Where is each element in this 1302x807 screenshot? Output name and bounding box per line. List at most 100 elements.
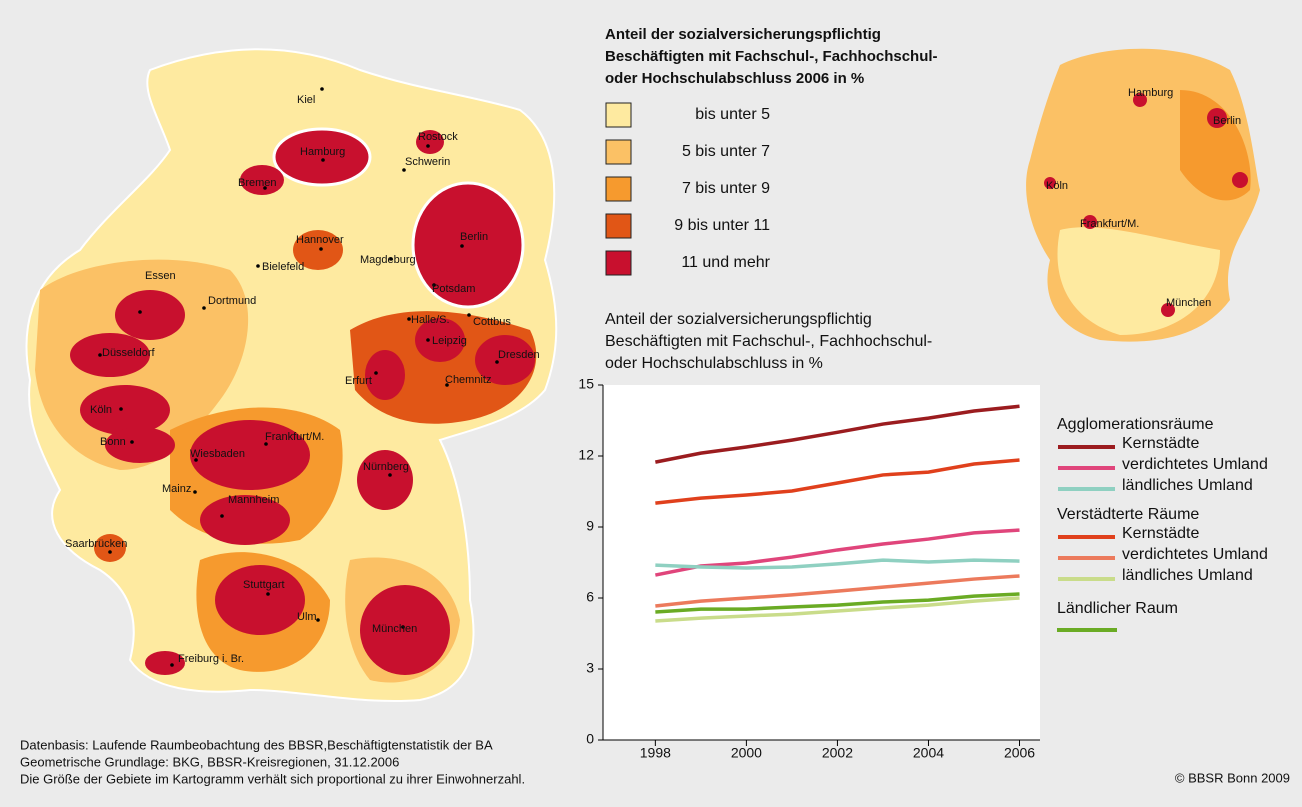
inset-city-label: Frankfurt/M.: [1080, 218, 1139, 230]
x-tick-label: 2006: [1004, 745, 1035, 761]
city-label: München: [372, 623, 417, 635]
city-dot: [388, 473, 392, 477]
source-note: Die Größe der Gebiete im Kartogramm verh…: [20, 771, 525, 786]
legend-swatch: [605, 213, 632, 239]
region: [411, 181, 525, 309]
city-label: Magdeburg: [360, 254, 416, 266]
city-label: Köln: [90, 404, 112, 416]
region: [1232, 172, 1248, 188]
city-label: Hannover: [296, 234, 344, 246]
region: [1180, 90, 1251, 201]
inset-city-label: Köln: [1046, 180, 1068, 192]
source-note: Geometrische Grundlage: BKG, BBSR-Kreisr…: [20, 754, 399, 769]
city-dot: [426, 144, 430, 148]
city-label: Halle/S.: [411, 314, 450, 326]
legend-label: Kernstädte: [1122, 435, 1199, 452]
x-tick-label: 2002: [822, 745, 853, 761]
city-label: Ulm: [297, 611, 317, 623]
legend-label: 5 bis unter 7: [682, 143, 770, 160]
legend-swatch: [605, 102, 632, 128]
city-label: Mainz: [162, 483, 191, 495]
series-line: [655, 528, 1020, 577]
city-dot: [193, 490, 197, 494]
region: [1161, 303, 1175, 317]
city-dot: [220, 514, 224, 518]
region: [293, 230, 343, 270]
city-label: Bonn: [100, 436, 126, 448]
city-dot: [467, 313, 471, 317]
region: [1133, 93, 1147, 107]
chart-title: oder Hochschulabschluss in %: [605, 355, 823, 372]
city-dot: [119, 407, 123, 411]
city-label: Essen: [145, 270, 176, 282]
city-label: Chemnitz: [445, 374, 491, 386]
legend-title: Beschäftigten mit Fachschul-, Fachhochsc…: [605, 48, 938, 65]
city-dot: [495, 360, 499, 364]
city-dot: [320, 87, 324, 91]
city-dot: [374, 371, 378, 375]
city-dot: [432, 283, 436, 287]
chart-title: Anteil der sozialversicherungspflichtig: [605, 311, 872, 328]
legend-title: oder Hochschulabschluss 2006 in %: [605, 70, 864, 87]
city-dot: [402, 168, 406, 172]
region: [1207, 108, 1227, 128]
city-dot: [170, 663, 174, 667]
city-dot: [319, 247, 323, 251]
region: [105, 427, 175, 463]
region: [80, 385, 170, 435]
city-dot: [401, 625, 405, 629]
city-label: Wiesbaden: [190, 448, 245, 460]
region: [1057, 227, 1220, 335]
region: [1044, 177, 1056, 189]
region: [415, 318, 465, 362]
legend-label: ländliches Umland: [1122, 567, 1253, 584]
legend-swatch: [605, 250, 632, 276]
city-dot: [426, 338, 430, 342]
legend-group: Agglomerationsräume: [1057, 416, 1214, 433]
legend-label: bis unter 5: [695, 106, 770, 123]
city-dot: [316, 618, 320, 622]
legend-label: verdichtetes Umland: [1122, 456, 1268, 473]
plot-area: [603, 385, 1040, 740]
region: [365, 350, 405, 400]
city-label: Berlin: [460, 231, 488, 243]
city-dot: [108, 550, 112, 554]
region: [1083, 215, 1097, 229]
region: [94, 534, 126, 562]
city-label: Dresden: [498, 349, 540, 361]
y-tick-label: 3: [586, 660, 594, 676]
legend-swatch: [605, 139, 632, 165]
region: [360, 585, 450, 675]
legend-label: 11 und mehr: [681, 254, 770, 271]
city-dot: [460, 244, 464, 248]
city-dot: [321, 158, 325, 162]
series-line: [655, 596, 1020, 623]
legend-group: Verstädterte Räume: [1057, 506, 1199, 523]
city-dot: [98, 353, 102, 357]
city-dot: [202, 306, 206, 310]
series-line: [655, 458, 1020, 505]
legend-swatch: [605, 176, 632, 202]
legend-label: 9 bis unter 11: [674, 217, 770, 234]
city-dot: [445, 383, 449, 387]
inset-city-label: München: [1166, 297, 1211, 309]
legend-label: 7 bis unter 9: [682, 180, 770, 197]
city-dot: [194, 458, 198, 462]
region: [240, 165, 284, 195]
city-label: Mannheim: [228, 494, 279, 506]
y-tick-label: 6: [586, 589, 594, 605]
legend-label: Kernstädte: [1122, 525, 1199, 542]
city-dot: [256, 264, 260, 268]
city-label: Erfurt: [345, 375, 372, 387]
chart-title: Beschäftigten mit Fachschul-, Fachhochsc…: [605, 333, 932, 350]
inset-city-label: Hamburg: [1128, 87, 1173, 99]
city-dot: [130, 440, 134, 444]
city-label: Stuttgart: [243, 579, 285, 591]
city-dot: [407, 317, 411, 321]
city-label: Nürnberg: [363, 461, 409, 473]
city-label: Düsseldorf: [102, 347, 156, 359]
city-label: Bremen: [238, 177, 277, 189]
series-line: [655, 574, 1020, 608]
